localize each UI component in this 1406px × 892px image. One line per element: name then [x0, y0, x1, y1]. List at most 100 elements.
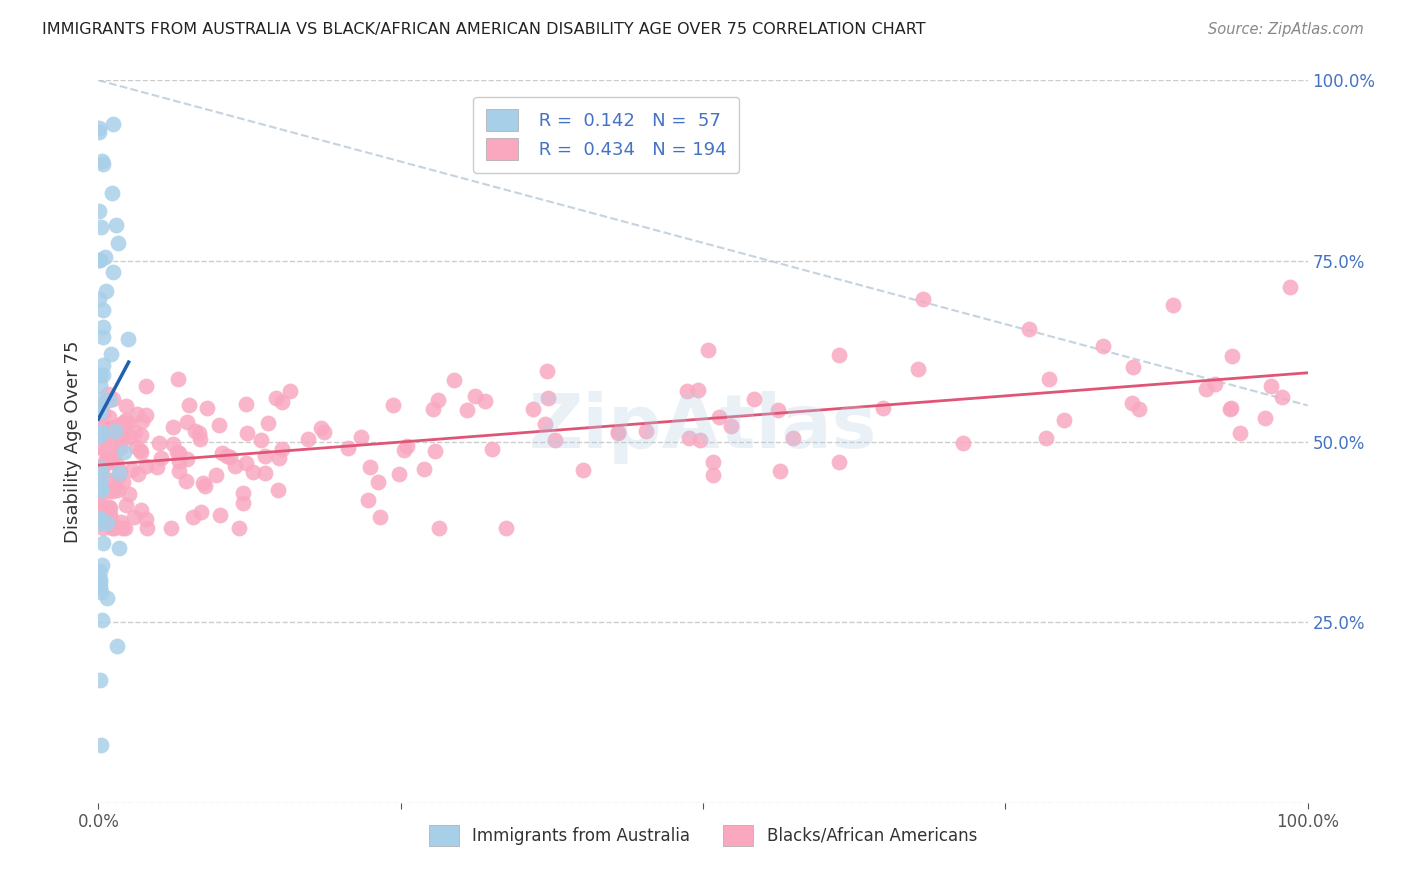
Point [96, 516, 118, 531]
Point [91, 320, 114, 334]
Point [911, 292, 934, 306]
Point [232, 496, 254, 510]
Point [105, 456, 128, 470]
Point [314, 425, 336, 439]
Point [89, 479, 111, 493]
Point [108, 541, 131, 556]
Point [127, 467, 149, 482]
Point [219, 450, 242, 464]
Point [782, 431, 804, 445]
Point [224, 459, 246, 474]
Point [236, 425, 259, 440]
Point [89, 125, 111, 139]
Point [1219, 401, 1241, 416]
Point [235, 456, 257, 470]
Point [89, 479, 111, 493]
Point [129, 445, 152, 459]
Point [89, 511, 111, 525]
Point [94, 428, 117, 442]
Point [135, 408, 157, 422]
Point [90, 464, 112, 478]
Point [91, 535, 114, 549]
Point [678, 431, 700, 445]
Point [124, 425, 146, 440]
Point [91, 302, 114, 317]
Point [121, 463, 143, 477]
Point [696, 343, 718, 358]
Point [89, 461, 111, 475]
Point [111, 432, 134, 446]
Point [98, 500, 121, 515]
Point [422, 401, 444, 416]
Point [257, 416, 280, 430]
Point [90, 471, 112, 485]
Text: IMMIGRANTS FROM AUSTRALIA VS BLACK/AFRICAN AMERICAN DISABILITY AGE OVER 75 CORRE: IMMIGRANTS FROM AUSTRALIA VS BLACK/AFRIC… [42, 22, 925, 37]
Point [108, 441, 131, 455]
Point [94, 284, 117, 298]
Point [115, 498, 138, 512]
Text: Source: ZipAtlas.com: Source: ZipAtlas.com [1208, 22, 1364, 37]
Point [89, 416, 111, 430]
Point [190, 505, 212, 519]
Point [98, 508, 121, 523]
Point [266, 391, 288, 405]
Point [90, 420, 112, 434]
Point [149, 450, 172, 465]
Point [100, 347, 122, 361]
Point [110, 465, 132, 479]
Point [174, 474, 197, 488]
Point [254, 449, 277, 463]
Point [89, 574, 111, 589]
Point [101, 392, 124, 406]
Point [89, 293, 111, 307]
Legend: Immigrants from Australia, Blacks/African Americans: Immigrants from Australia, Blacks/Africa… [422, 819, 984, 852]
Point [87, 405, 110, 419]
Point [89, 252, 111, 267]
Text: ZipAtlas: ZipAtlas [529, 391, 877, 464]
Point [96, 451, 118, 466]
Point [367, 475, 389, 490]
Point [105, 639, 128, 653]
Point [114, 444, 136, 458]
Point [114, 399, 136, 413]
Point [228, 521, 250, 535]
Point [94, 434, 117, 448]
Point [167, 464, 190, 478]
Point [111, 521, 134, 535]
Point [89, 585, 111, 599]
Point [87, 429, 110, 443]
Point [481, 442, 503, 456]
Point [107, 470, 129, 484]
Point [297, 432, 319, 446]
Point [606, 425, 628, 440]
Point [101, 517, 124, 532]
Point [271, 442, 294, 457]
Point [357, 492, 380, 507]
Point [91, 368, 114, 382]
Point [91, 521, 114, 535]
Point [148, 436, 170, 450]
Point [94, 394, 117, 409]
Point [117, 416, 139, 430]
Point [89, 565, 111, 579]
Point [1122, 360, 1144, 375]
Point [91, 330, 114, 344]
Point [122, 510, 145, 524]
Point [474, 393, 496, 408]
Point [176, 451, 198, 466]
Point [166, 372, 188, 386]
Point [112, 415, 135, 429]
Point [118, 430, 141, 444]
Point [97, 410, 120, 425]
Point [427, 521, 450, 535]
Point [94, 250, 117, 264]
Point [89, 253, 111, 268]
Point [167, 445, 190, 459]
Point [89, 378, 111, 392]
Point [94, 456, 117, 470]
Point [108, 466, 131, 480]
Point [100, 420, 122, 434]
Point [117, 332, 139, 346]
Point [91, 558, 114, 572]
Y-axis label: Disability Age Over 75: Disability Age Over 75 [65, 340, 83, 543]
